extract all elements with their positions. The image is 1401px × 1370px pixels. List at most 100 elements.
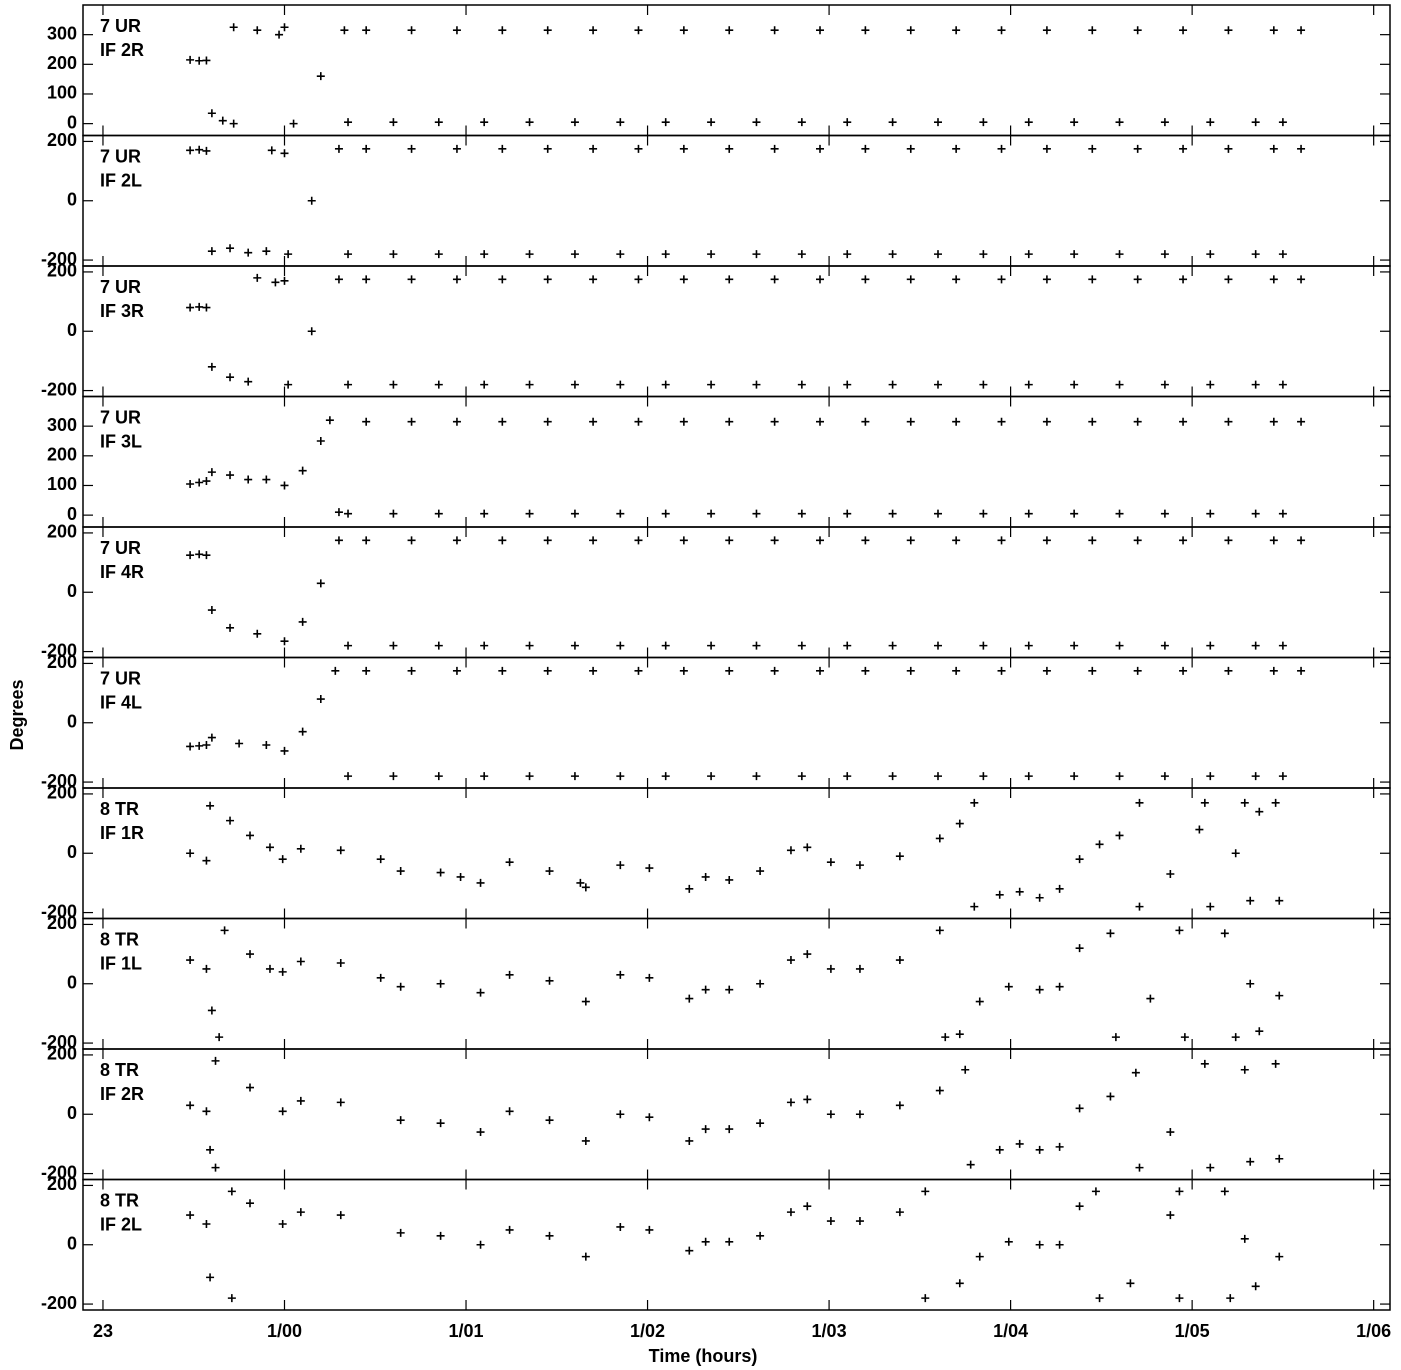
point: [545, 1231, 554, 1240]
point: [770, 666, 779, 675]
point: [226, 623, 235, 632]
point: [344, 509, 353, 518]
point: [979, 380, 988, 389]
point: [961, 1065, 970, 1074]
point: [246, 831, 255, 840]
point: [634, 144, 643, 153]
panel-label: 7 UR: [100, 668, 141, 688]
point: [933, 118, 942, 127]
point: [1251, 641, 1260, 650]
point: [1297, 417, 1306, 426]
panel-label: 7 UR: [100, 277, 141, 297]
point: [207, 606, 216, 615]
point: [933, 380, 942, 389]
point: [679, 144, 688, 153]
point: [1042, 26, 1051, 35]
point: [921, 1187, 930, 1196]
point: [186, 1101, 195, 1110]
point: [707, 772, 716, 781]
point: [634, 275, 643, 284]
point: [997, 417, 1006, 426]
point: [1133, 275, 1142, 284]
point: [434, 641, 443, 650]
point: [679, 666, 688, 675]
point: [679, 417, 688, 426]
point: [1015, 1139, 1024, 1148]
y-tick-label: -200: [41, 1032, 77, 1052]
point: [826, 964, 835, 973]
point: [935, 1086, 944, 1095]
point: [207, 362, 216, 371]
point: [545, 1116, 554, 1125]
point: [570, 641, 579, 650]
point: [906, 666, 915, 675]
point: [1004, 982, 1013, 991]
point: [1024, 641, 1033, 650]
point: [1115, 509, 1124, 518]
y-tick-label: 300: [47, 415, 77, 435]
panel-label: IF 2R: [100, 40, 144, 60]
point: [661, 380, 670, 389]
y-tick-label: -200: [41, 1162, 77, 1182]
point: [861, 666, 870, 675]
point: [296, 957, 305, 966]
point: [525, 250, 534, 259]
point: [1179, 275, 1188, 284]
point: [226, 244, 235, 253]
point: [1251, 509, 1260, 518]
point: [1133, 536, 1142, 545]
point: [786, 956, 795, 965]
point: [229, 119, 238, 128]
point: [570, 250, 579, 259]
point: [1035, 893, 1044, 902]
point: [979, 250, 988, 259]
point: [756, 1119, 765, 1128]
point: [752, 641, 761, 650]
point: [935, 926, 944, 935]
point: [1206, 641, 1215, 650]
point: [645, 973, 654, 982]
point: [1240, 1065, 1249, 1074]
point: [498, 275, 507, 284]
point: [1206, 118, 1215, 127]
point: [752, 772, 761, 781]
point: [505, 970, 514, 979]
y-tick-label: 0: [67, 1103, 77, 1123]
point: [1115, 250, 1124, 259]
panel-label: IF 3R: [100, 301, 144, 321]
point: [906, 144, 915, 153]
point: [895, 852, 904, 861]
panel-label: IF 1R: [100, 823, 144, 843]
point: [362, 536, 371, 545]
point: [616, 641, 625, 650]
point: [1278, 772, 1287, 781]
point: [685, 1136, 694, 1145]
point: [616, 861, 625, 870]
point: [498, 536, 507, 545]
y-tick-label: 200: [47, 1044, 77, 1064]
point: [389, 509, 398, 518]
point: [616, 118, 625, 127]
point: [362, 144, 371, 153]
point: [1088, 536, 1097, 545]
point: [634, 26, 643, 35]
x-tick-label: 1/05: [1175, 1321, 1210, 1341]
y-tick-label: 0: [67, 973, 77, 993]
point: [1055, 1142, 1064, 1151]
point: [581, 1252, 590, 1261]
point: [816, 666, 825, 675]
panel-label: IF 4R: [100, 562, 144, 582]
point: [1160, 118, 1169, 127]
point: [525, 641, 534, 650]
point: [1231, 849, 1240, 858]
x-tick-label: 1/04: [993, 1321, 1028, 1341]
point: [434, 509, 443, 518]
point: [803, 843, 812, 852]
point: [289, 119, 298, 128]
point: [280, 746, 289, 755]
point: [589, 26, 598, 35]
point: [770, 417, 779, 426]
point: [480, 380, 489, 389]
point: [679, 26, 688, 35]
point: [1179, 417, 1188, 426]
